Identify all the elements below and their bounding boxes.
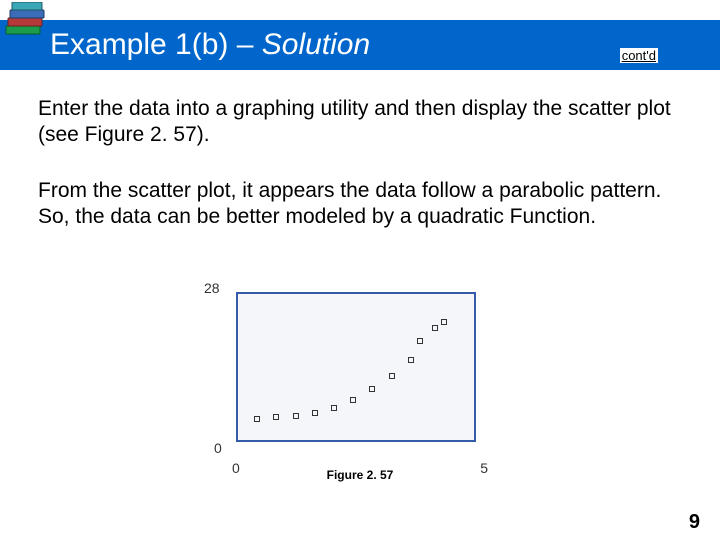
scatter-point: [273, 414, 279, 420]
header-bar: Example 1(b) – Solution: [0, 20, 720, 70]
scatter-point: [432, 325, 438, 331]
title-italic: Solution: [262, 28, 370, 61]
books-icon: [4, 2, 48, 42]
scatter-point: [389, 373, 395, 379]
scatter-point: [254, 416, 260, 422]
title-prefix: Example 1(b) –: [50, 28, 262, 61]
header-title: Example 1(b) – Solution: [50, 28, 370, 62]
scatter-point: [441, 319, 447, 325]
contd-label: cont'd: [620, 48, 658, 63]
scatter-chart: 28 0 0 5: [230, 282, 490, 462]
chart-plot-area: [236, 292, 476, 442]
figure-caption: Figure 2. 57: [0, 468, 720, 482]
scatter-point: [350, 397, 356, 403]
scatter-point: [408, 357, 414, 363]
scatter-point: [369, 386, 375, 392]
y-axis-max: 28: [204, 280, 220, 296]
y-axis-min: 0: [214, 440, 222, 456]
scatter-point: [293, 413, 299, 419]
page-number: 9: [689, 511, 700, 534]
paragraph-2: From the scatter plot, it appears the da…: [38, 178, 678, 231]
scatter-point: [331, 405, 337, 411]
scatter-point: [312, 410, 318, 416]
scatter-point: [417, 338, 423, 344]
paragraph-1: Enter the data into a graphing utility a…: [38, 96, 678, 149]
